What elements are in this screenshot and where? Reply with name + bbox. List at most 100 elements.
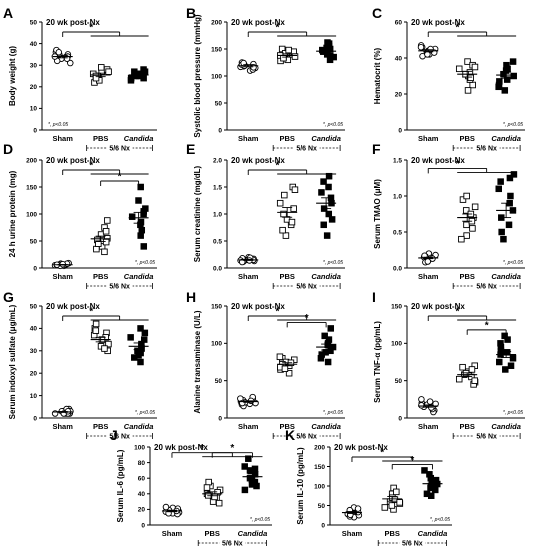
y-tick-label: 1.0: [213, 211, 222, 218]
group-label: 5/6 Nx: [109, 434, 130, 441]
data-point: [388, 502, 396, 509]
category-label: Candida: [491, 272, 521, 281]
data-point: [503, 76, 511, 83]
y-tick-label: 150: [314, 464, 325, 471]
data-point: [101, 345, 108, 352]
data-point: [455, 65, 463, 73]
y-tick-label: 50: [215, 100, 223, 107]
category-label: PBS: [279, 134, 294, 143]
data-point: [102, 238, 110, 246]
data-point: [127, 77, 135, 84]
category-label: Candida: [124, 134, 154, 143]
data-point: [276, 199, 284, 207]
significance-star: *: [380, 448, 384, 459]
significance-star: *: [89, 307, 93, 318]
data-point: [469, 225, 476, 232]
data-point: [131, 354, 138, 361]
y-tick-label: 100: [26, 211, 37, 218]
group-label-bg: [473, 143, 500, 152]
category-label: Sham: [418, 134, 439, 143]
data-point: [92, 320, 100, 328]
category-label: PBS: [385, 529, 400, 538]
p-value-note: *, p<0.05: [323, 122, 343, 128]
panel-c: C 20 wk post-Nx 0 20 40 60 Hematocrit (%) Sham P…: [372, 5, 525, 153]
data-point: [105, 340, 112, 348]
category-label: PBS: [93, 422, 108, 431]
data-point: [463, 221, 470, 229]
data-point: [464, 58, 471, 65]
panel-title: 20 wk post-Nx: [46, 156, 100, 165]
panel-title: 20 wk post-Nx: [46, 302, 100, 311]
data-point: [498, 228, 505, 236]
panel-b: B 20 wk post-Nx 0 50 100 150 200 Systolic blood…: [186, 5, 345, 153]
panel-letter: F: [372, 141, 381, 157]
data-point: [127, 334, 134, 341]
panel-title: 20 wk post-Nx: [411, 156, 465, 165]
significance-star: *: [200, 443, 204, 454]
data-point: [497, 178, 504, 185]
y-tick-label: 40: [138, 491, 146, 498]
y-tick-label: 200: [314, 444, 325, 451]
category-label: Sham: [238, 272, 259, 281]
data-point: [504, 336, 511, 343]
data-point: [427, 492, 435, 500]
panel-title: 20 wk post-Nx: [231, 18, 285, 27]
panel-letter: D: [3, 141, 13, 157]
data-point: [503, 349, 511, 356]
data-point: [507, 362, 515, 369]
data-point: [455, 375, 463, 383]
data-point: [427, 484, 434, 492]
y-tick-label: 80: [138, 460, 146, 467]
data-point: [137, 183, 144, 191]
data-point: [497, 343, 505, 351]
p-value-note: *, p<0.05: [48, 122, 68, 128]
y-tick-label: 50: [30, 303, 38, 310]
data-point: [459, 363, 466, 371]
y-tick-label: 40: [30, 41, 38, 48]
group-label: 5/6 Nx: [402, 541, 423, 546]
group-label-bg: [293, 431, 320, 440]
y-tick-label: 60: [138, 476, 146, 483]
y-tick-label: 10: [30, 106, 38, 113]
y-axis-label: Serum IL-10 (pg/mL): [296, 447, 305, 525]
group-label: 5/6 Nx: [476, 434, 497, 441]
category-label: Sham: [418, 272, 439, 281]
significance-star: *: [275, 23, 279, 34]
data-point: [137, 349, 144, 357]
p-value-note: *, p<0.05: [250, 517, 270, 523]
y-tick-label: 0.5: [393, 229, 402, 236]
data-point: [203, 484, 211, 491]
p-value-note: *, p<0.05: [503, 260, 523, 266]
category-label: PBS: [205, 529, 220, 538]
category-label: PBS: [459, 272, 474, 281]
category-label: PBS: [279, 272, 294, 281]
data-point: [276, 353, 284, 361]
panel-letter: K: [285, 427, 295, 443]
data-point: [509, 58, 517, 65]
category-label: PBS: [459, 134, 474, 143]
panel-title: 20 wk post-Nx: [411, 302, 465, 311]
panel-title: 20 wk post-Nx: [411, 18, 465, 27]
y-tick-label: 0: [33, 265, 37, 272]
y-tick-label: 0: [33, 415, 37, 422]
data-point: [104, 217, 111, 224]
group-label-bg: [293, 281, 320, 290]
data-point: [495, 83, 502, 91]
y-axis-label: Systolic blood pressure (mmHg): [193, 14, 202, 137]
p-value-note: *, p<0.05: [430, 517, 450, 523]
y-tick-label: 200: [211, 19, 222, 26]
y-tick-label: 40: [395, 55, 403, 62]
significance-star: *: [118, 172, 122, 183]
p-value-note: *, p<0.05: [323, 260, 343, 266]
data-point: [291, 53, 299, 60]
group-label: 5/6 Nx: [109, 284, 130, 291]
group-label: 5/6 Nx: [109, 146, 130, 153]
y-tick-label: 0: [398, 127, 402, 134]
y-tick-label: 150: [211, 46, 222, 53]
group-label-bg: [473, 431, 500, 440]
significance-star: *: [89, 161, 93, 172]
category-label: PBS: [93, 134, 108, 143]
data-point: [325, 336, 333, 343]
data-point: [354, 505, 362, 512]
data-point: [285, 369, 293, 377]
